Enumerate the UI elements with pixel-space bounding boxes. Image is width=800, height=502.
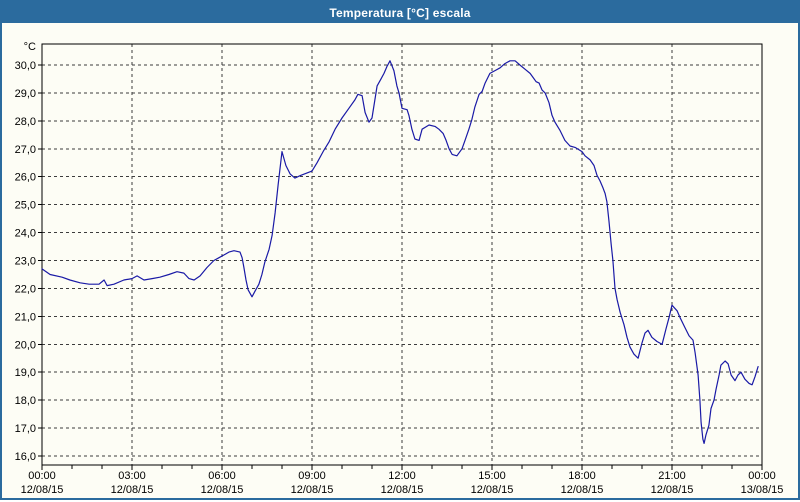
y-tick-label: 26,0 (15, 172, 36, 184)
y-tick-label: 24,0 (15, 228, 36, 240)
x-tick-time-label: 15:00 (478, 470, 506, 482)
y-tick-label: 16,0 (15, 451, 36, 463)
x-tick-time-label: 00:00 (28, 470, 56, 482)
y-tick-label: 29,0 (15, 88, 36, 100)
y-tick-label: 27,0 (15, 144, 36, 156)
x-tick-date-label: 12/08/15 (651, 484, 694, 496)
y-tick-label: 25,0 (15, 200, 36, 212)
chart-area: °C 30,0 29,0 28,0 27,0 26,0 25,0 24,0 23,0 22,0 2… (2, 23, 798, 498)
window-titlebar: Temperatura [°C] escala (2, 2, 798, 23)
y-tick-label: 21,0 (15, 311, 36, 323)
window-title: Temperatura [°C] escala (329, 5, 471, 20)
x-tick-date-label: 12/08/15 (111, 484, 154, 496)
y-tick-label: 20,0 (15, 339, 36, 351)
x-tick-date-label: 12/08/15 (291, 484, 334, 496)
x-tick-time-label: 18:00 (568, 470, 596, 482)
x-tick-date-label: 13/08/15 (741, 484, 784, 496)
x-tick-time-label: 12:00 (388, 470, 416, 482)
x-tick-time-label: 03:00 (118, 470, 146, 482)
y-tick-label: 30,0 (15, 60, 36, 72)
y-tick-label: 22,0 (15, 283, 36, 295)
y-axis-unit-label: °C (23, 41, 36, 53)
x-tick-time-label: 06:00 (208, 470, 236, 482)
x-tick-date-label: 12/08/15 (561, 484, 604, 496)
x-tick-date-label: 12/08/15 (381, 484, 424, 496)
x-tick-date-label: 12/08/15 (21, 484, 64, 496)
x-tick-time-label: 00:00 (748, 470, 776, 482)
y-tick-label: 28,0 (15, 116, 36, 128)
x-tick-date-label: 12/08/15 (201, 484, 244, 496)
temperature-line-chart: 30,0 29,0 28,0 27,0 26,0 25,0 24,0 23,0 22,0 21,0… (15, 43, 784, 496)
plot-border (41, 43, 763, 466)
y-tick-label: 23,0 (15, 255, 36, 267)
x-tick-time-label: 21:00 (658, 470, 686, 482)
x-tick-time-label: 09:00 (298, 470, 326, 482)
temperature-series-line (41, 60, 759, 444)
y-tick-label: 18,0 (15, 395, 36, 407)
x-tick-date-label: 12/08/15 (471, 484, 514, 496)
y-tick-label: 17,0 (15, 423, 36, 435)
y-tick-label: 19,0 (15, 367, 36, 379)
